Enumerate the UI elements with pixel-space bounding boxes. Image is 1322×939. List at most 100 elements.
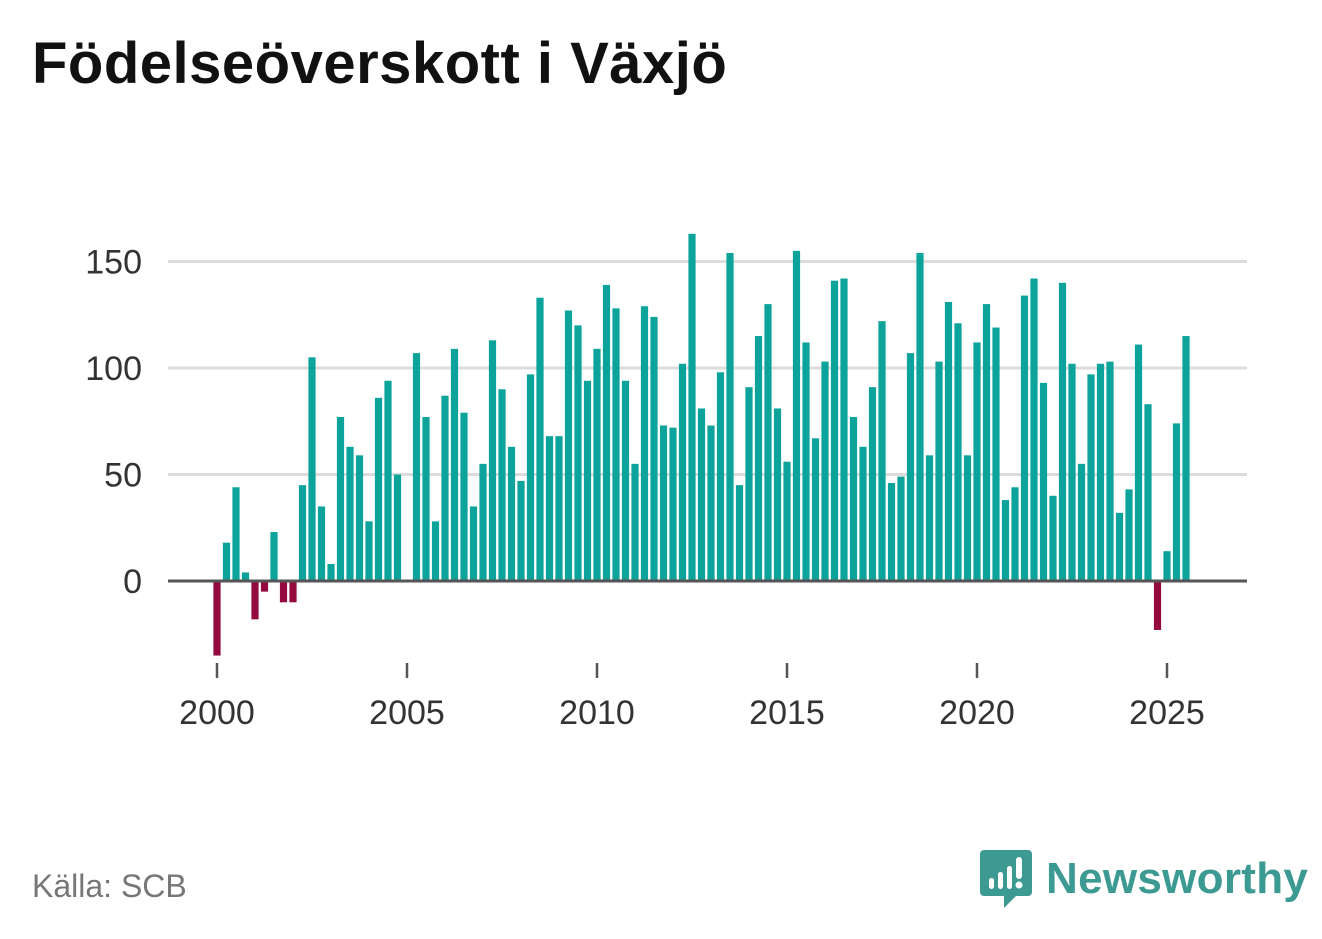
bar [859, 446, 867, 581]
bar [1087, 374, 1095, 581]
bar [412, 353, 421, 581]
bar [821, 361, 829, 581]
bar [830, 280, 839, 581]
bar [1182, 336, 1190, 581]
bar [954, 323, 962, 581]
bar [707, 425, 715, 581]
bar [935, 361, 943, 581]
bar [802, 342, 810, 581]
x-tick-label: 2020 [939, 694, 1015, 732]
bar [973, 342, 981, 581]
bar [735, 485, 744, 581]
bar [365, 521, 373, 581]
bar [621, 380, 630, 581]
axes: 0 50 100 150 2000 2005 2010 2015 2020 2025 [85, 244, 1247, 732]
bar [688, 233, 696, 581]
bar [1134, 344, 1143, 581]
bar [650, 316, 658, 581]
bar [878, 321, 886, 581]
bar [669, 427, 677, 581]
x-tick-label: 2010 [559, 694, 635, 732]
bar [355, 455, 364, 581]
y-tick-label: 150 [85, 244, 142, 282]
bar [745, 387, 753, 581]
bar [1115, 512, 1124, 581]
bar [450, 348, 459, 581]
bar [659, 425, 668, 581]
bar [260, 581, 269, 592]
bar [374, 397, 383, 581]
y-tick-label: 100 [85, 350, 142, 388]
bar [925, 455, 934, 581]
bar [840, 278, 848, 581]
brand-name: Newsworthy [1046, 854, 1309, 903]
bar [811, 438, 820, 581]
bar [887, 483, 896, 581]
bar [773, 408, 782, 581]
bar [1001, 500, 1010, 581]
bar [507, 446, 516, 581]
bar [222, 542, 231, 581]
bar [213, 581, 221, 656]
bar [346, 446, 354, 581]
bar [536, 297, 544, 581]
bar [916, 252, 924, 582]
bar [1125, 489, 1133, 581]
brand-logo: Newsworthy [980, 848, 1308, 910]
bar [1172, 423, 1181, 581]
bar [1163, 551, 1171, 581]
bar [393, 474, 402, 581]
bar [640, 306, 649, 581]
bar [384, 380, 392, 581]
bar [1011, 487, 1019, 581]
bar [279, 581, 288, 603]
bar [460, 412, 468, 581]
bar [232, 487, 240, 581]
bar [327, 563, 335, 581]
bar [764, 304, 772, 581]
bar [944, 301, 953, 581]
bar [897, 476, 905, 581]
bar [1058, 282, 1067, 581]
bar [1096, 363, 1105, 581]
bar [555, 436, 563, 581]
bar [1153, 581, 1162, 630]
x-tick-label: 2015 [749, 694, 825, 732]
bar [574, 325, 582, 581]
bar [1068, 363, 1076, 581]
bar [754, 336, 763, 581]
bar [602, 284, 611, 581]
chart-title: Födelseöverskott i Växjö [32, 31, 728, 96]
x-tick-label: 2005 [369, 694, 445, 732]
bar [526, 374, 535, 581]
bar [678, 363, 687, 581]
bar [241, 572, 250, 581]
y-tick-label: 0 [123, 563, 142, 601]
bar [963, 455, 972, 581]
newsworthy-logo-icon [980, 850, 1032, 908]
bar [612, 308, 620, 581]
bar [726, 252, 734, 582]
bar [697, 408, 706, 581]
bar [317, 506, 326, 581]
bar [792, 250, 801, 581]
bar [1020, 295, 1029, 581]
bar [469, 506, 478, 581]
bar [1049, 495, 1057, 581]
bar [868, 387, 877, 581]
bar [1144, 404, 1152, 581]
bar [545, 436, 554, 581]
bar [441, 395, 449, 581]
bar [336, 416, 345, 581]
bar [308, 357, 316, 581]
bar [289, 581, 297, 603]
bar [593, 348, 601, 581]
bar [564, 310, 573, 581]
bar [1106, 361, 1114, 581]
bars [213, 233, 1190, 656]
bar [906, 353, 915, 581]
bar [1039, 382, 1048, 581]
bar [631, 463, 639, 581]
bar [783, 461, 791, 581]
